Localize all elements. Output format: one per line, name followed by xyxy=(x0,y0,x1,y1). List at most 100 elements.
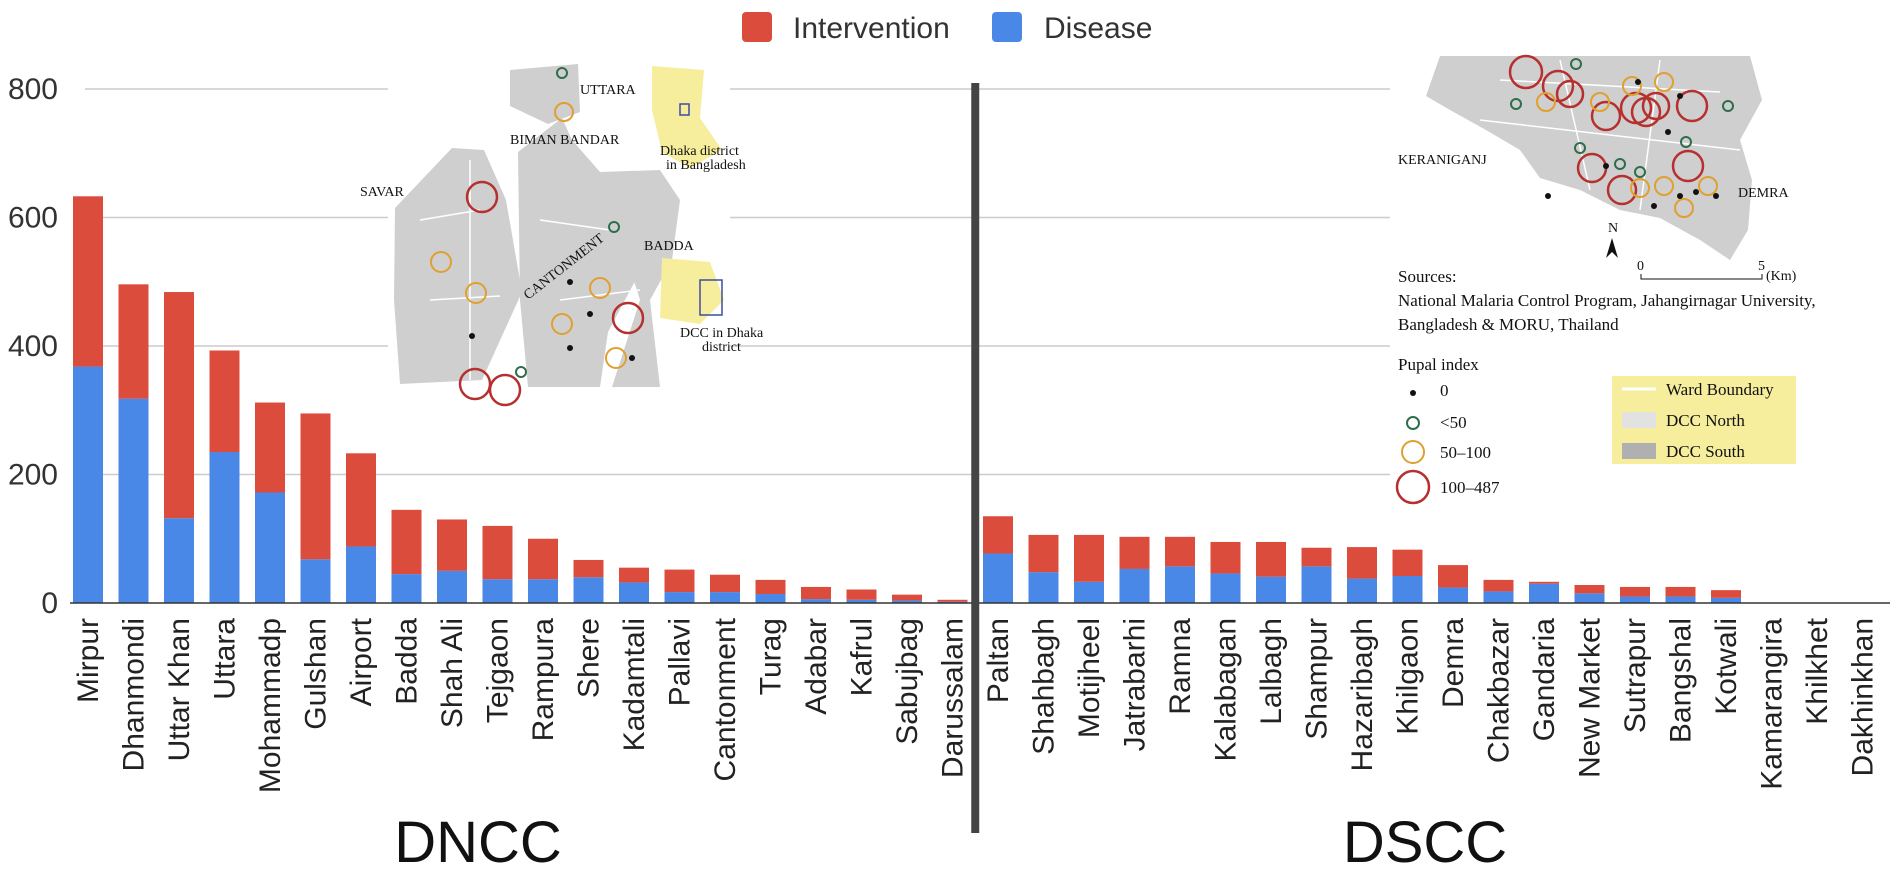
bar-disease-hazaribagh xyxy=(1347,578,1377,603)
bar-disease-paltan xyxy=(983,553,1013,603)
bar-disease-sabujbag xyxy=(892,600,922,603)
legend-swatch-disease xyxy=(992,12,1022,42)
north-arrow-label: N xyxy=(1608,221,1618,236)
y-tick-label: 0 xyxy=(41,587,58,620)
bar-disease-uttara xyxy=(209,452,240,603)
bar-intervention-sabujbag xyxy=(892,594,922,601)
section-label-dscc: DSCC xyxy=(1343,810,1507,875)
category-labels: Mirpur Dhanmondi Uttar Khan Uttara Mohammadp… xyxy=(72,617,1880,793)
pupal-item-1: <50 xyxy=(1440,413,1467,432)
bar-intervention-shah-ali xyxy=(437,519,467,571)
bar-intervention-adabar xyxy=(801,586,831,600)
bar-disease-bangshal xyxy=(1665,596,1696,603)
bar-disease-shah-ali xyxy=(437,570,467,603)
category-label: Mohammadp xyxy=(254,618,287,793)
bar-intervention-shere xyxy=(573,559,604,578)
category-label: Dakhinkhan xyxy=(1847,618,1880,776)
bar-intervention-new-market xyxy=(1574,585,1605,594)
category-label: Ramna xyxy=(1164,618,1197,715)
bar-disease-shampur xyxy=(1301,566,1332,603)
legend-label-disease: Disease xyxy=(1044,12,1152,45)
pupal-index-title: Pupal index xyxy=(1398,355,1479,374)
bar-intervention-chakbazar xyxy=(1483,579,1514,592)
sources-line-1: National Malaria Control Program, Jahang… xyxy=(1398,291,1816,310)
category-label: Khilgaon xyxy=(1392,618,1425,735)
bar-intervention-shampur xyxy=(1301,547,1332,567)
bar-intervention-demra xyxy=(1438,565,1468,588)
map-label-uttara: UTTARA xyxy=(580,83,637,98)
bar-intervention-kotwali xyxy=(1711,590,1741,598)
bar-intervention-gulshan xyxy=(300,413,331,560)
bar-disease-new-market xyxy=(1574,593,1605,603)
dcc-south-swatch xyxy=(1622,443,1656,459)
category-label: Rampura xyxy=(527,618,560,742)
category-label: Airport xyxy=(345,617,378,706)
bar-intervention-turag xyxy=(755,579,786,595)
category-label: Kalabagan xyxy=(1210,618,1243,761)
scale-label-start: 0 xyxy=(1637,259,1644,274)
inset-label-district-1: Dhaka district xyxy=(660,144,739,159)
bar-disease-pallavi xyxy=(664,592,695,603)
bar-intervention-rampura xyxy=(528,538,558,580)
pupal-item-3: 100–487 xyxy=(1440,478,1500,497)
inset-label-dcc-2: district xyxy=(702,340,741,355)
bar-disease-kotwali xyxy=(1711,597,1741,603)
bar-intervention-mirpur xyxy=(73,196,103,367)
map-label-keraniganj: KERANIGANJ xyxy=(1398,153,1487,168)
north-arrow-icon xyxy=(1606,238,1618,258)
category-label: Paltan xyxy=(982,618,1015,703)
bar-disease-airport xyxy=(346,546,376,603)
pupal-small-circle-icon xyxy=(1406,416,1420,430)
bar-intervention-darussalam xyxy=(937,599,968,602)
chart-legend: Intervention Disease xyxy=(742,12,1152,45)
category-label: Sabujbag xyxy=(891,618,924,745)
category-label: Motijheel xyxy=(1073,618,1106,738)
sources-line-2: Bangladesh & MORU, Thailand xyxy=(1398,315,1619,334)
bar-disease-dhanmondi xyxy=(118,398,149,603)
bar-disease-khilgaon xyxy=(1392,576,1423,603)
category-label: Kamarangira xyxy=(1756,618,1789,790)
bar-intervention-pallavi xyxy=(664,569,695,593)
bar-disease-badda xyxy=(391,574,422,603)
bar-disease-mirpur xyxy=(73,366,103,603)
bar-disease-gulshan xyxy=(300,559,331,603)
bar-intervention-motijheel xyxy=(1074,534,1104,582)
bar-disease-sutrapur xyxy=(1620,596,1650,603)
category-label: Badda xyxy=(391,618,424,705)
category-label: Shere xyxy=(573,618,606,698)
bar-intervention-hazaribagh xyxy=(1347,547,1377,579)
y-tick-label: 600 xyxy=(8,202,58,235)
bar-intervention-ramna xyxy=(1165,536,1195,567)
bar-disease-chakbazar xyxy=(1483,591,1514,603)
category-label: Uttara xyxy=(209,618,242,700)
bar-intervention-airport xyxy=(346,453,376,547)
bar-disease-motijheel xyxy=(1074,581,1104,603)
category-label: Shah Ali xyxy=(436,618,469,728)
bar-intervention-dhanmondi xyxy=(118,284,149,399)
area-item-dcc-north: DCC North xyxy=(1666,411,1745,430)
category-label: Gandaria xyxy=(1528,618,1561,742)
legend-swatch-intervention xyxy=(742,12,772,42)
category-label: Gulshan xyxy=(300,618,333,730)
bar-intervention-gandaria xyxy=(1529,581,1559,584)
bar-intervention-mohammadp xyxy=(255,402,285,493)
bar-intervention-badda xyxy=(391,509,422,575)
bar-disease-shahbagh xyxy=(1028,572,1059,603)
bar-disease-shere xyxy=(573,577,604,603)
bar-disease-mohammadp xyxy=(255,492,285,603)
bar-disease-cantonment xyxy=(710,592,740,603)
category-label: Shampur xyxy=(1301,618,1334,740)
category-label: New Market xyxy=(1574,617,1607,778)
scale-bar xyxy=(1640,274,1763,280)
category-label: Dhanmondi xyxy=(118,618,151,771)
bars xyxy=(73,196,1741,603)
bar-intervention-kalabagan xyxy=(1210,541,1241,574)
category-label: Hazaribagh xyxy=(1346,618,1379,771)
category-label: Bangshal xyxy=(1665,618,1698,743)
scale-label-end: 5 xyxy=(1758,259,1765,274)
dcc-north-swatch xyxy=(1622,412,1656,428)
dscc-map-inset: KERANIGANJ DEMRA N 0 5 (Km) Sources: Nat… xyxy=(1390,54,1890,505)
section-label-dncc: DNCC xyxy=(394,810,562,875)
category-label: Pallavi xyxy=(664,618,697,706)
bar-disease-kalabagan xyxy=(1210,573,1241,603)
